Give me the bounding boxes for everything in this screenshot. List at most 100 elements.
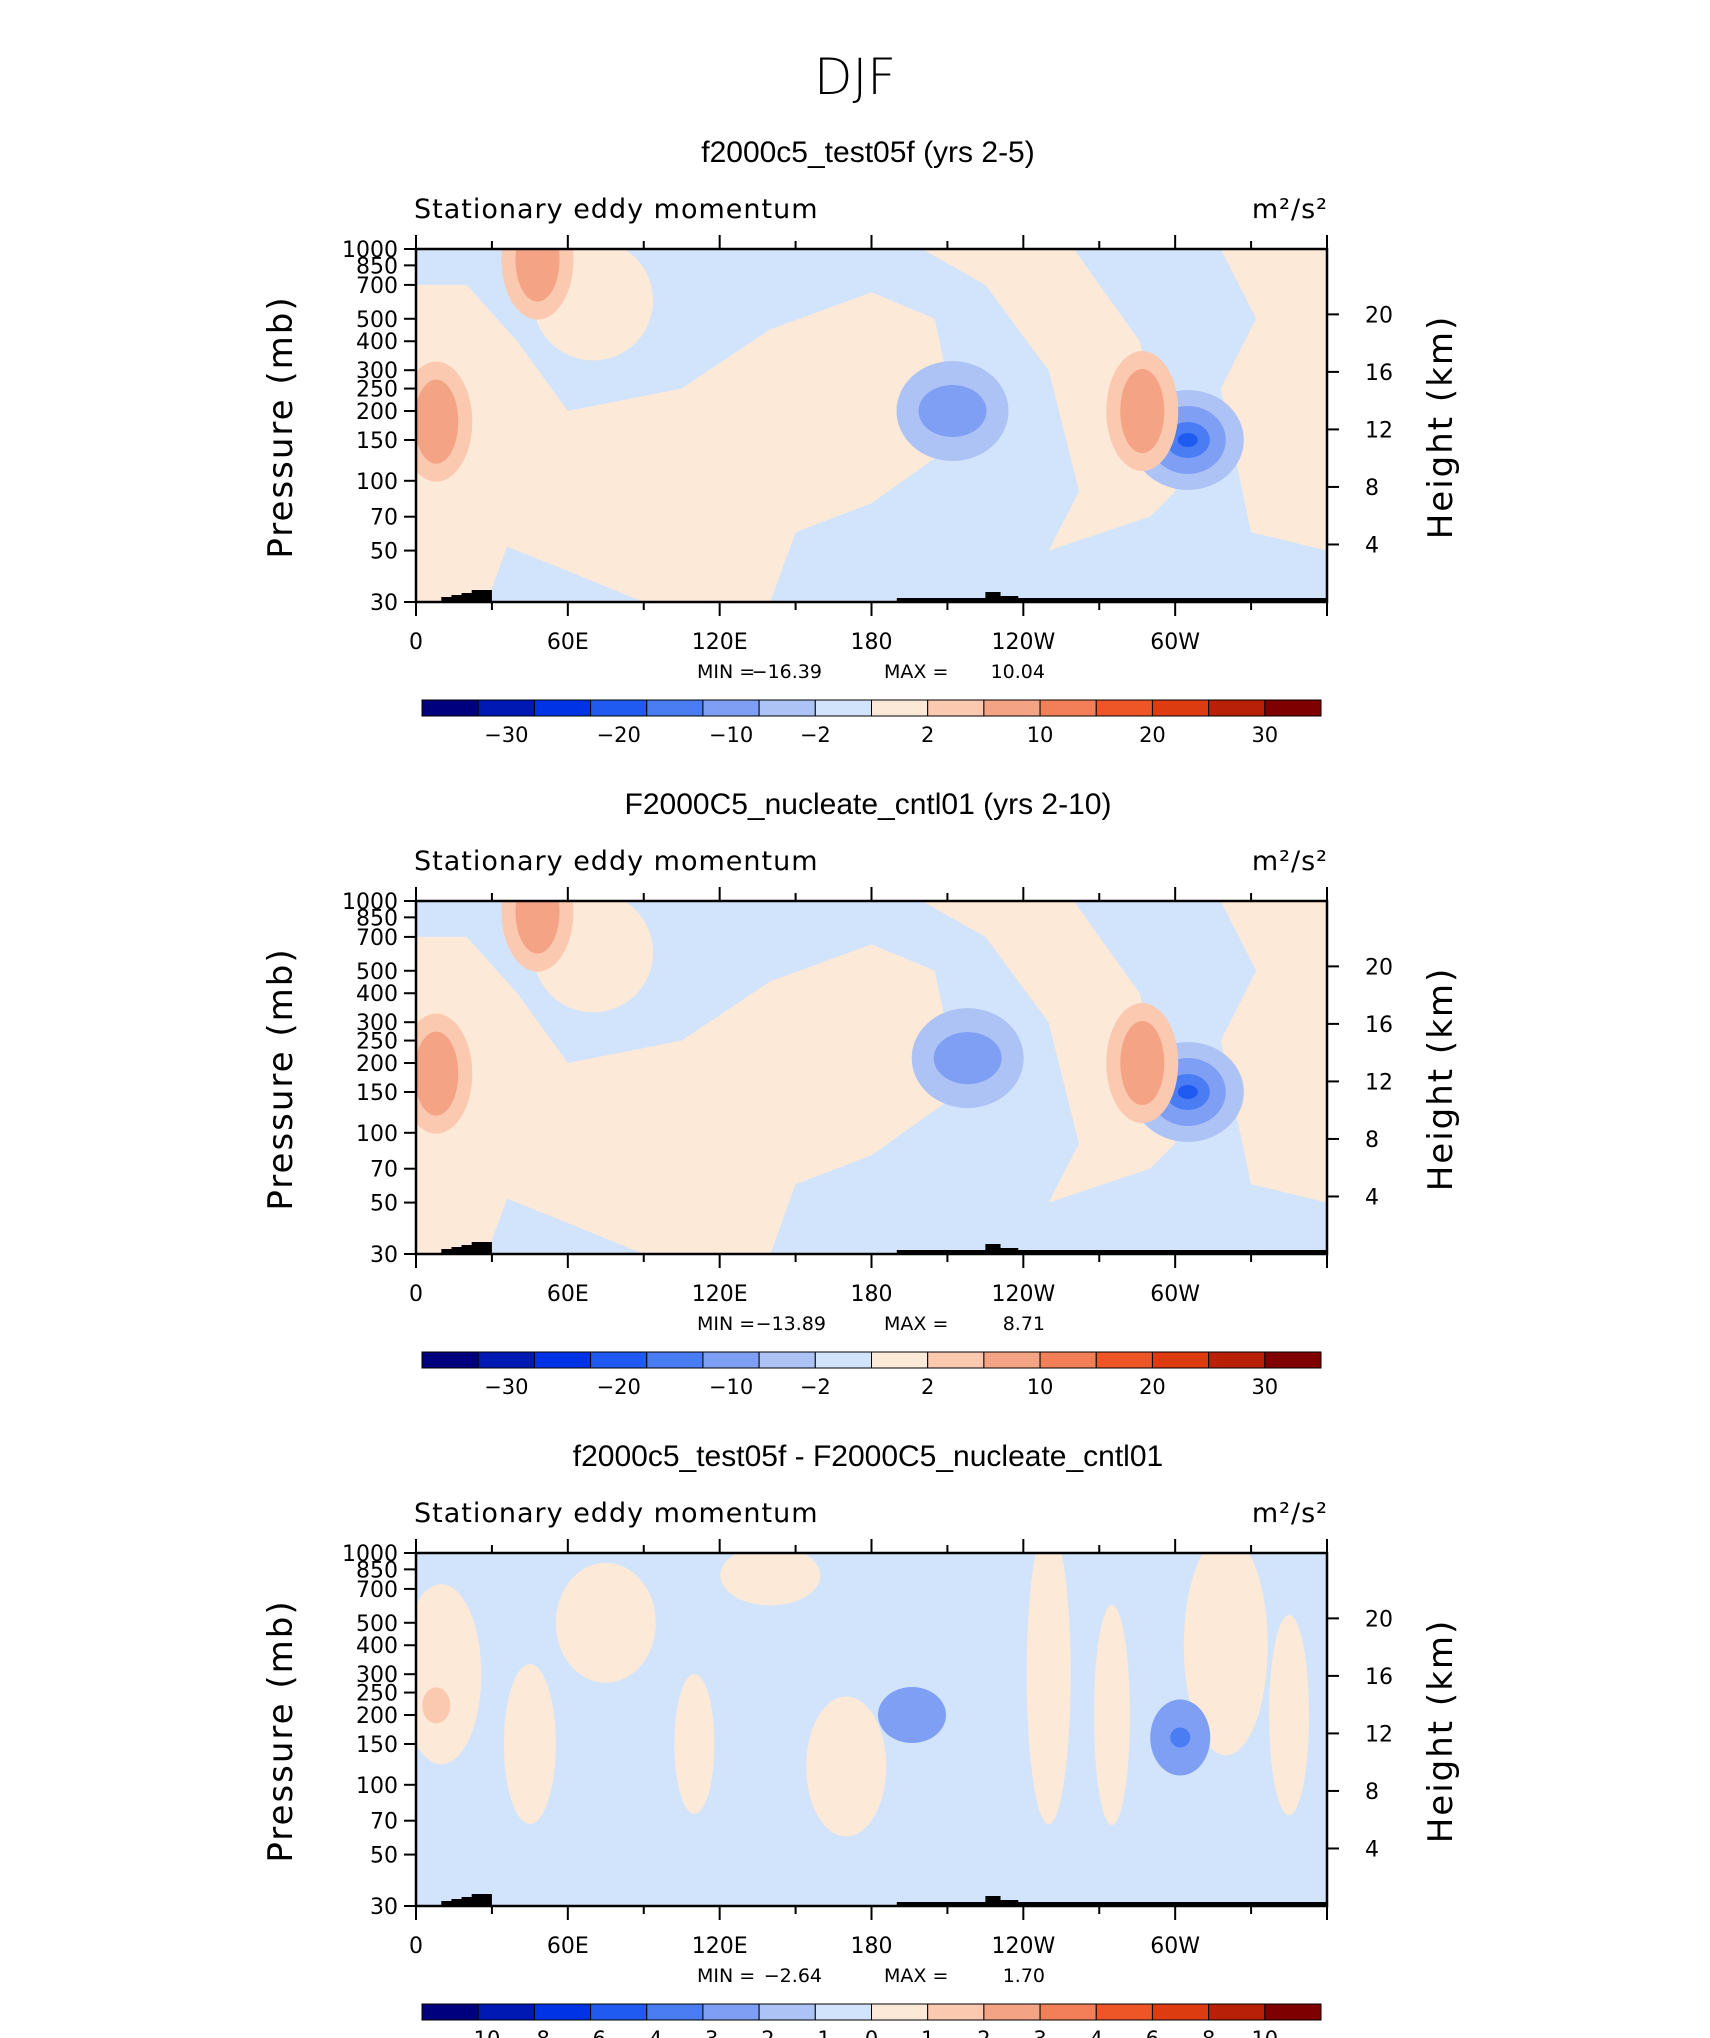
- topography-bar: [998, 1900, 1019, 1906]
- colorbar-label: −20: [596, 1375, 640, 1399]
- pressure-tick-label: 150: [356, 1733, 398, 1758]
- colorbar-label: −4: [631, 2027, 662, 2038]
- topography-bar: [461, 593, 477, 602]
- positive-region: [1183, 1553, 1268, 1756]
- colorbar-swatch: [533, 1351, 592, 1369]
- panel-1-min-value: −16.39: [752, 661, 822, 683]
- colorbar-swatch: [1151, 2003, 1210, 2021]
- contour-red: [416, 1031, 459, 1116]
- lon-tick-label: 60W: [1150, 630, 1200, 655]
- colorbar-label: 10: [1027, 723, 1054, 747]
- lon-tick-label: 0: [409, 1934, 423, 1959]
- height-tick-label: 8: [1365, 476, 1379, 501]
- colorbar-label: 2: [921, 1375, 934, 1399]
- pressure-tick-label: 70: [370, 506, 398, 531]
- lon-tick-label: 60W: [1150, 1282, 1200, 1307]
- colorbar-swatch: [702, 2003, 760, 2021]
- panel-2-units: m²/s²: [1252, 846, 1328, 877]
- panel-1-max-value: 10.04: [991, 661, 1045, 683]
- lon-tick-label: 120E: [692, 1282, 748, 1307]
- panel-3-units: m²/s²: [1252, 1498, 1328, 1529]
- panel-2-subtitle: Stationary eddy momentum: [414, 846, 819, 877]
- pressure-tick-label: 1000: [342, 238, 398, 263]
- colorbar-label: 2: [977, 2027, 990, 2038]
- height-tick-label: 20: [1365, 955, 1393, 980]
- contour-red: [422, 1687, 451, 1724]
- contour-field: [416, 1553, 1327, 1906]
- positive-region: [1269, 1615, 1310, 1816]
- panel-3-colorbar: −10−8−6−4−3−2−1012346810: [421, 2003, 1322, 2038]
- panel-2-max-value: 8.71: [1003, 1313, 1045, 1335]
- topography-bar: [896, 1902, 1327, 1906]
- panel-3-subtitle: Stationary eddy momentum: [414, 1498, 819, 1529]
- positive-region: [1220, 249, 1327, 551]
- topography-bar: [985, 1896, 1001, 1906]
- lon-tick-label: 180: [851, 1282, 893, 1307]
- colorbar-swatch: [477, 2003, 535, 2021]
- colorbar-label: 0: [865, 2027, 878, 2038]
- panel-3-min-label: MIN =: [697, 1965, 755, 1987]
- colorbar-swatch: [1208, 2003, 1266, 2021]
- positive-region: [503, 1663, 556, 1824]
- lon-tick-label: 180: [851, 1934, 893, 1959]
- colorbar-label: 4: [1090, 2027, 1103, 2038]
- positive-region: [1093, 1605, 1130, 1826]
- pressure-tick-label: 200: [356, 1704, 398, 1729]
- contour-red: [515, 249, 560, 302]
- pressure-tick-label: 500: [356, 1612, 398, 1637]
- colorbar-label: −30: [484, 723, 528, 747]
- panel-3-ylabel: Pressure (mb): [261, 1599, 301, 1862]
- positive-region: [922, 901, 1176, 1203]
- panel-1-min-label: MIN =: [697, 661, 755, 683]
- colorbar-swatch: [1264, 699, 1322, 717]
- colorbar-swatch: [927, 699, 985, 717]
- pressure-tick-label: 50: [370, 1192, 398, 1217]
- lon-tick-label: 120W: [991, 1934, 1055, 1959]
- contour-red: [1120, 1021, 1165, 1106]
- height-tick-label: 12: [1365, 1070, 1393, 1095]
- contour-blue-core: [1177, 432, 1198, 447]
- pressure-tick-label: 700: [356, 274, 398, 299]
- lon-tick-label: 120W: [991, 630, 1055, 655]
- height-tick-label: 12: [1365, 1722, 1393, 1747]
- height-tick-label: 4: [1365, 1837, 1379, 1862]
- panel-2: F2000C5_nucleate_cntl01 (yrs 2-10) Stati…: [261, 788, 1461, 1399]
- pressure-tick-label: 200: [356, 1052, 398, 1077]
- positive-region: [416, 284, 961, 602]
- positive-region: [1026, 1553, 1071, 1825]
- colorbar-swatch: [590, 699, 648, 717]
- colorbar-label: −10: [709, 1375, 753, 1399]
- colorbar-swatch: [758, 2003, 816, 2021]
- pressure-tick-label: 30: [370, 1243, 398, 1268]
- pressure-tick-label: 700: [356, 1578, 398, 1603]
- colorbar-swatch: [646, 2003, 704, 2021]
- colorbar-swatch: [702, 699, 760, 717]
- panel-1-colorbar: −30 −20 −10 −2 2 10 20 30: [421, 699, 1322, 747]
- colorbar-swatch: [814, 1351, 872, 1369]
- lon-tick-label: 120E: [692, 1934, 748, 1959]
- colorbar-swatch: [590, 1351, 648, 1369]
- panel-3-max-value: 1.70: [1003, 1965, 1045, 1987]
- panel-2-ylabel-right: Height (km): [1421, 967, 1461, 1192]
- colorbar-label: 6: [1146, 2027, 1159, 2038]
- colorbar-label: −30: [484, 1375, 528, 1399]
- positive-region: [1220, 901, 1327, 1203]
- panel-2-min-label: MIN =: [697, 1313, 755, 1335]
- topography-bar: [451, 1247, 467, 1254]
- colorbar-swatch: [1095, 1351, 1153, 1369]
- panel-3-max-label: MAX =: [884, 1965, 948, 1987]
- colorbar-label: −2: [800, 1375, 831, 1399]
- colorbar-swatch: [590, 2003, 648, 2021]
- contour-blue: [918, 385, 987, 438]
- contour-blue: [933, 1032, 1002, 1085]
- contour-field: [416, 901, 1327, 1254]
- pressure-tick-label: 300: [356, 359, 398, 384]
- panel-3: f2000c5_test05f - F2000C5_nucleate_cntl0…: [261, 1440, 1461, 2038]
- colorbar-swatch: [983, 1351, 1041, 1369]
- colorbar-swatch: [1039, 1351, 1097, 1369]
- colorbar-swatch: [814, 2003, 872, 2021]
- colorbar-label: −2: [800, 723, 831, 747]
- colorbar-swatch: [927, 1351, 985, 1369]
- topography-bar: [998, 596, 1019, 602]
